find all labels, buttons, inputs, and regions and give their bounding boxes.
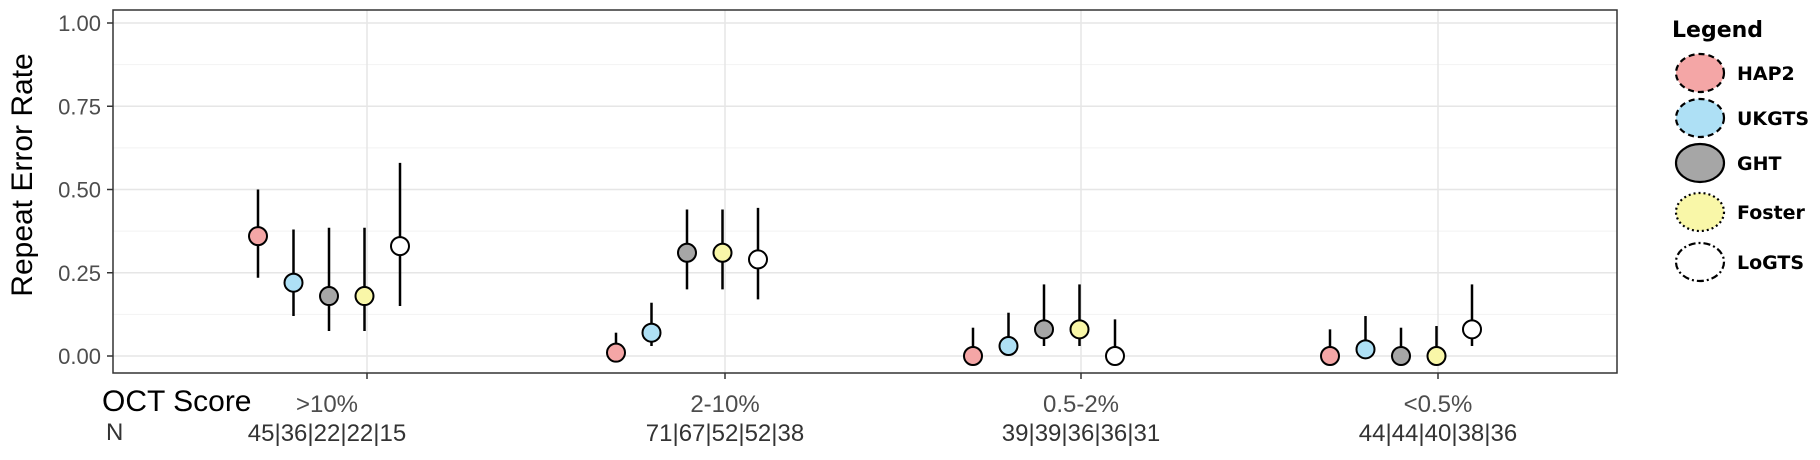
n-count-label: 71|67|52|52|38	[646, 420, 804, 447]
point-foster	[1069, 319, 1090, 340]
legend-label: Foster	[1737, 202, 1806, 224]
point-ght	[677, 242, 697, 263]
legend-swatch-ukgts	[1674, 97, 1726, 139]
legend-label: UKGTS	[1737, 108, 1809, 130]
legend-label: LoGTS	[1737, 252, 1804, 274]
point-hap2	[606, 342, 626, 363]
y-tick-label: 0.25	[58, 261, 101, 286]
x-tick-label: 0.5-2%	[1043, 391, 1119, 418]
legend-swatch-ght	[1674, 142, 1726, 184]
plot-panel	[112, 9, 1618, 374]
y-tick-label: 0.00	[58, 344, 101, 369]
legend-label: HAP2	[1737, 63, 1795, 85]
point-foster	[1426, 346, 1447, 366]
point-ukgts	[998, 336, 1019, 357]
n-count-label: 45|36|22|22|15	[248, 420, 406, 447]
x-tick-label: >10%	[296, 391, 358, 418]
legend-item-ght: GHT	[1674, 142, 1781, 184]
legend-item-hap2: HAP2	[1674, 52, 1795, 94]
legend-swatch-logts	[1674, 241, 1726, 283]
x-axis-title: OCT Score	[102, 385, 252, 418]
point-hap2	[963, 346, 983, 366]
point-hap2	[248, 226, 268, 247]
point-ght	[319, 286, 339, 307]
data-points	[248, 226, 1482, 366]
legend-item-ukgts: UKGTS	[1674, 97, 1809, 139]
x-tick-label: 2-10%	[690, 391, 759, 418]
n-count-label: 44|44|40|38|36	[1359, 420, 1517, 447]
point-ukgts	[641, 322, 662, 343]
legend-item-logts: LoGTS	[1674, 241, 1804, 283]
y-tick-label: 0.50	[58, 178, 101, 203]
n-row-label: N	[106, 419, 123, 446]
point-logts	[748, 249, 768, 270]
x-axis: >10%45|36|22|22|15 2-10%71|67|52|52|38 0.5…	[248, 373, 1517, 447]
legend-swatch-hap2	[1674, 52, 1726, 94]
legend-swatch-foster	[1674, 191, 1726, 233]
point-ukgts	[1355, 339, 1376, 360]
legend: Legend HAP2 UKGTS GHT Foster LoGTS	[1672, 18, 1809, 283]
legend-item-foster: Foster	[1674, 191, 1806, 233]
point-logts	[390, 236, 410, 257]
gridlines	[113, 10, 1617, 373]
point-foster	[354, 286, 375, 307]
point-logts	[1105, 346, 1125, 366]
y-tick-label: 0.75	[58, 94, 101, 119]
point-ukgts	[283, 272, 304, 293]
point-foster	[712, 242, 733, 263]
point-logts	[1462, 319, 1482, 340]
point-hap2	[1320, 346, 1340, 366]
y-axis: 0.00 0.25 0.50 0.75 1.00	[58, 11, 113, 369]
point-ght	[1391, 346, 1411, 366]
legend-title: Legend	[1672, 18, 1763, 43]
error-bars	[256, 162, 1474, 356]
legend-label: GHT	[1737, 153, 1781, 175]
y-tick-label: 1.00	[58, 11, 101, 36]
n-count-label: 39|39|36|36|31	[1002, 420, 1160, 447]
point-ght	[1034, 319, 1054, 340]
y-axis-title: Repeat Error Rate	[6, 53, 39, 296]
x-tick-label: <0.5%	[1404, 391, 1473, 418]
